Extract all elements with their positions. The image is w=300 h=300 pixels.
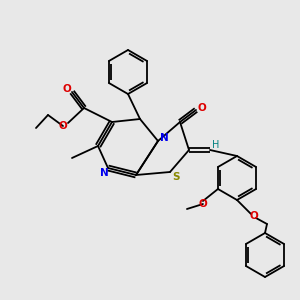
Text: O: O bbox=[250, 211, 258, 221]
Text: S: S bbox=[172, 172, 180, 182]
Text: O: O bbox=[63, 84, 71, 94]
Text: O: O bbox=[198, 103, 206, 113]
Text: N: N bbox=[160, 133, 168, 143]
Text: O: O bbox=[58, 121, 68, 131]
Text: H: H bbox=[212, 140, 220, 150]
Text: N: N bbox=[100, 168, 108, 178]
Text: O: O bbox=[199, 199, 207, 209]
